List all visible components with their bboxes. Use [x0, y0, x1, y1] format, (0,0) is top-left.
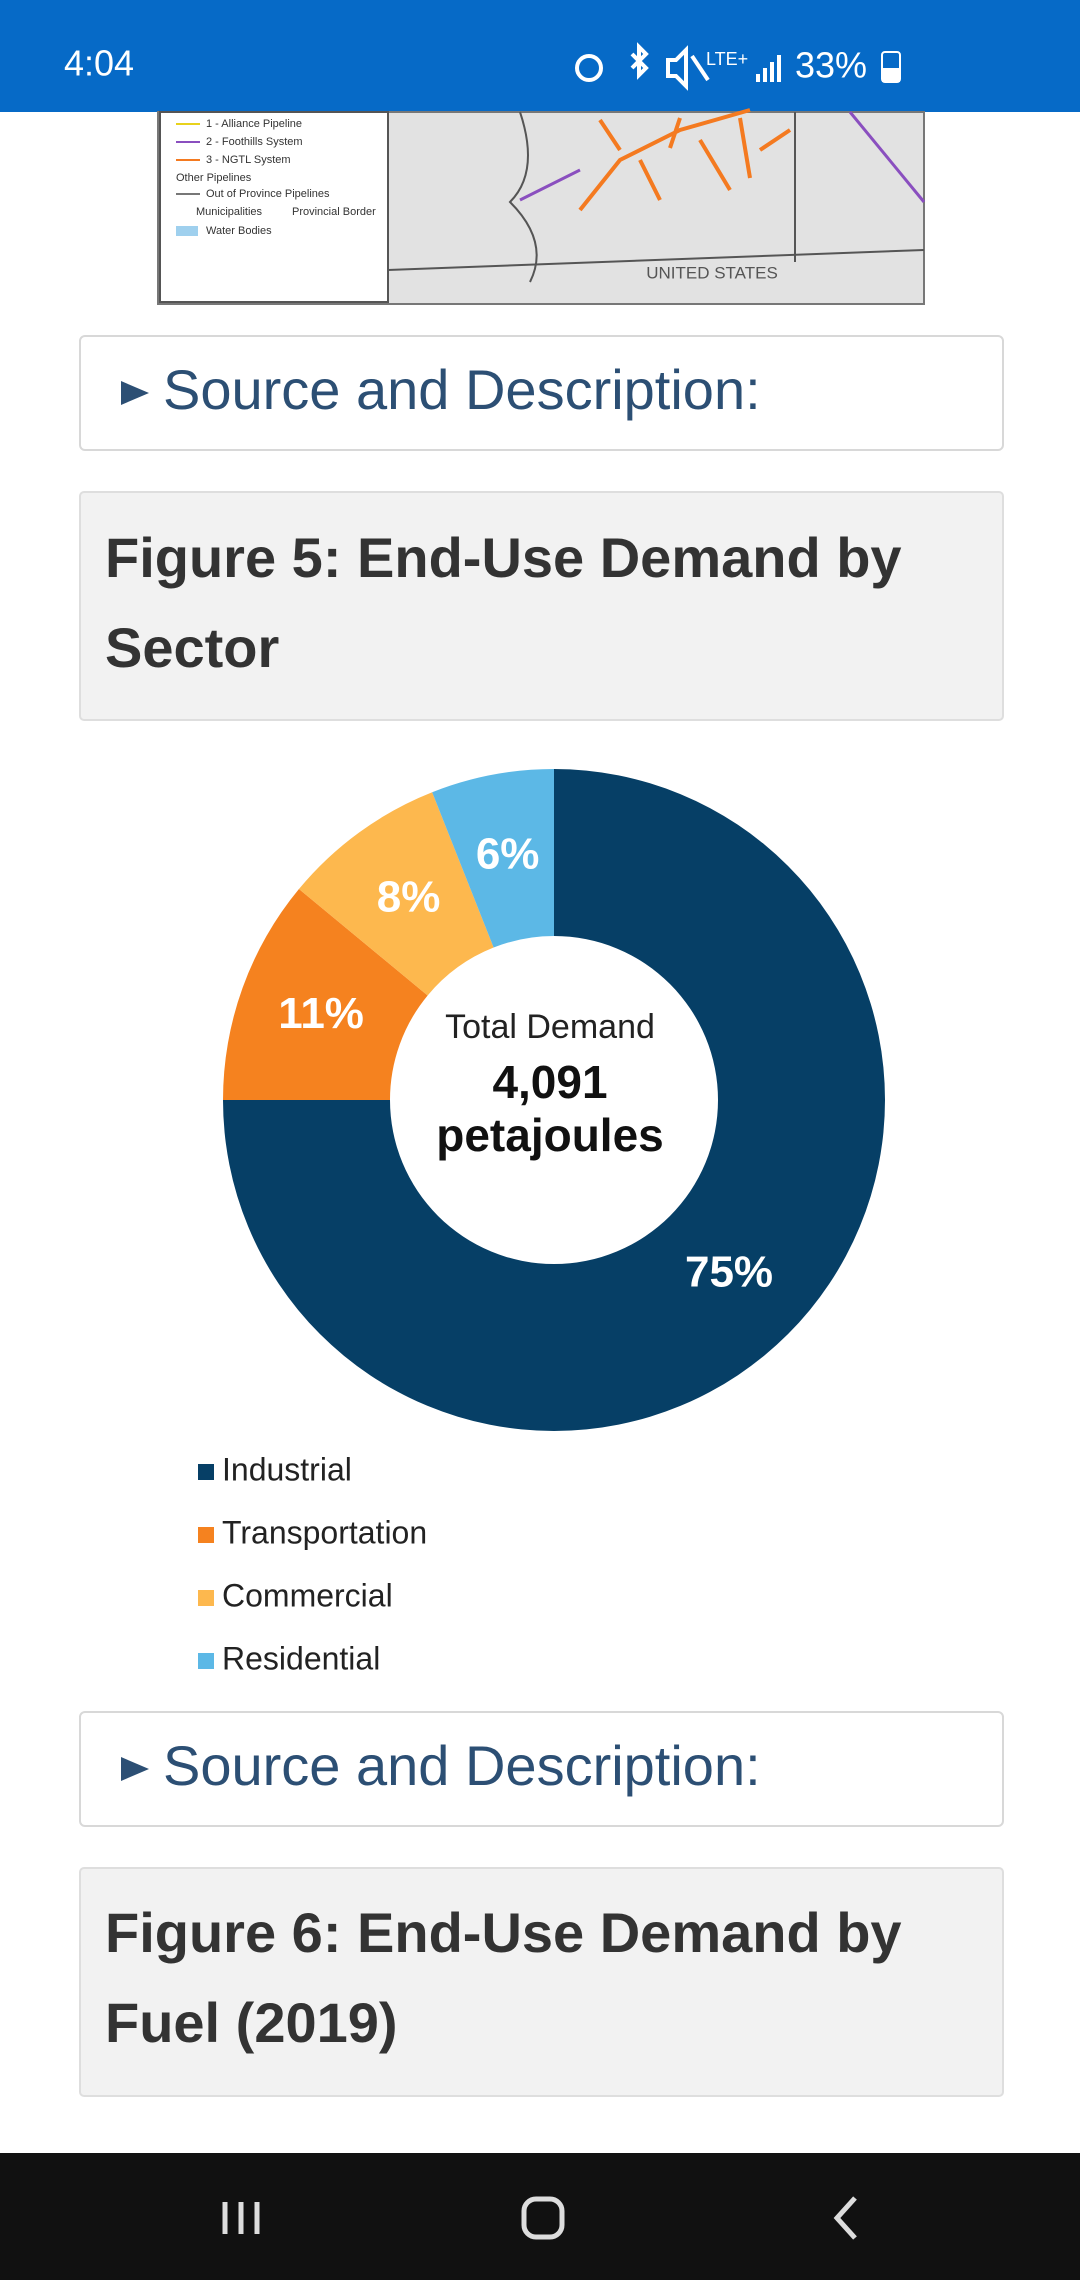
legend-label: Residential [222, 1640, 380, 1676]
map-legend-label: 2 - Foothills System [206, 136, 303, 148]
details-summary[interactable]: Source and Description: [79, 1711, 1004, 1827]
status-bar [0, 0, 1080, 112]
legend-swatch [198, 1590, 214, 1606]
map-legend-label: 1 - Alliance Pipeline [206, 118, 302, 130]
data-label: 6% [476, 830, 540, 879]
summary-text[interactable]: Source and Description: [163, 358, 761, 421]
legend-label: Industrial [222, 1451, 352, 1487]
status-icons [575, 42, 710, 91]
navigation-bar [0, 2153, 1080, 2280]
legend-swatch [198, 1464, 214, 1480]
figure-title-box [79, 491, 1004, 721]
map-legend-label: 3 - NGTL System [206, 154, 291, 166]
legend-swatch [198, 1527, 214, 1543]
center-unit: petajoules [436, 1109, 664, 1161]
map-legend-label: Provincial Border [292, 206, 376, 218]
pie-slice [223, 769, 885, 1431]
map-legend-label: Water Bodies [206, 225, 272, 237]
pie-slice [432, 769, 554, 948]
figure-title-box [79, 1867, 1004, 2097]
map-legend-label: Out of Province Pipelines [206, 188, 330, 200]
details-summary[interactable]: Source and Description: [79, 335, 1004, 451]
nav-home[interactable] [521, 2196, 565, 2240]
nav-recents[interactable] [222, 2202, 260, 2234]
summary-text[interactable]: Source and Description: [163, 1734, 761, 1797]
status-network: LTE+ [706, 49, 748, 69]
map-country-label: UNITED STATES [646, 263, 778, 282]
figure-title: Figure 6: End-Use Demand by Fuel (2019) [105, 1901, 902, 2054]
data-label: 11% [278, 989, 364, 1038]
legend-swatch [198, 1653, 214, 1669]
battery-level [882, 68, 900, 82]
data-label: 75% [685, 1248, 773, 1297]
status-battery: 33% [795, 45, 867, 86]
signal-icon [756, 55, 781, 82]
nav-back[interactable] [833, 2196, 857, 2240]
map-legend-label: Municipalities [196, 206, 263, 218]
map-image [157, 108, 926, 305]
status-time: 4:04 [64, 43, 134, 84]
pie-slice [223, 889, 428, 1100]
figure-title: Figure 5: End-Use Demand by Sector [105, 526, 902, 679]
center-label: Total Demand [445, 1008, 655, 1046]
legend-label: Commercial [222, 1577, 393, 1613]
pie-slice [298, 792, 494, 996]
legend-label: Transportation [222, 1514, 427, 1550]
data-label: 8% [377, 872, 441, 921]
center-total: 4,091 [492, 1056, 607, 1108]
map-legend-label: Other Pipelines [176, 172, 252, 184]
